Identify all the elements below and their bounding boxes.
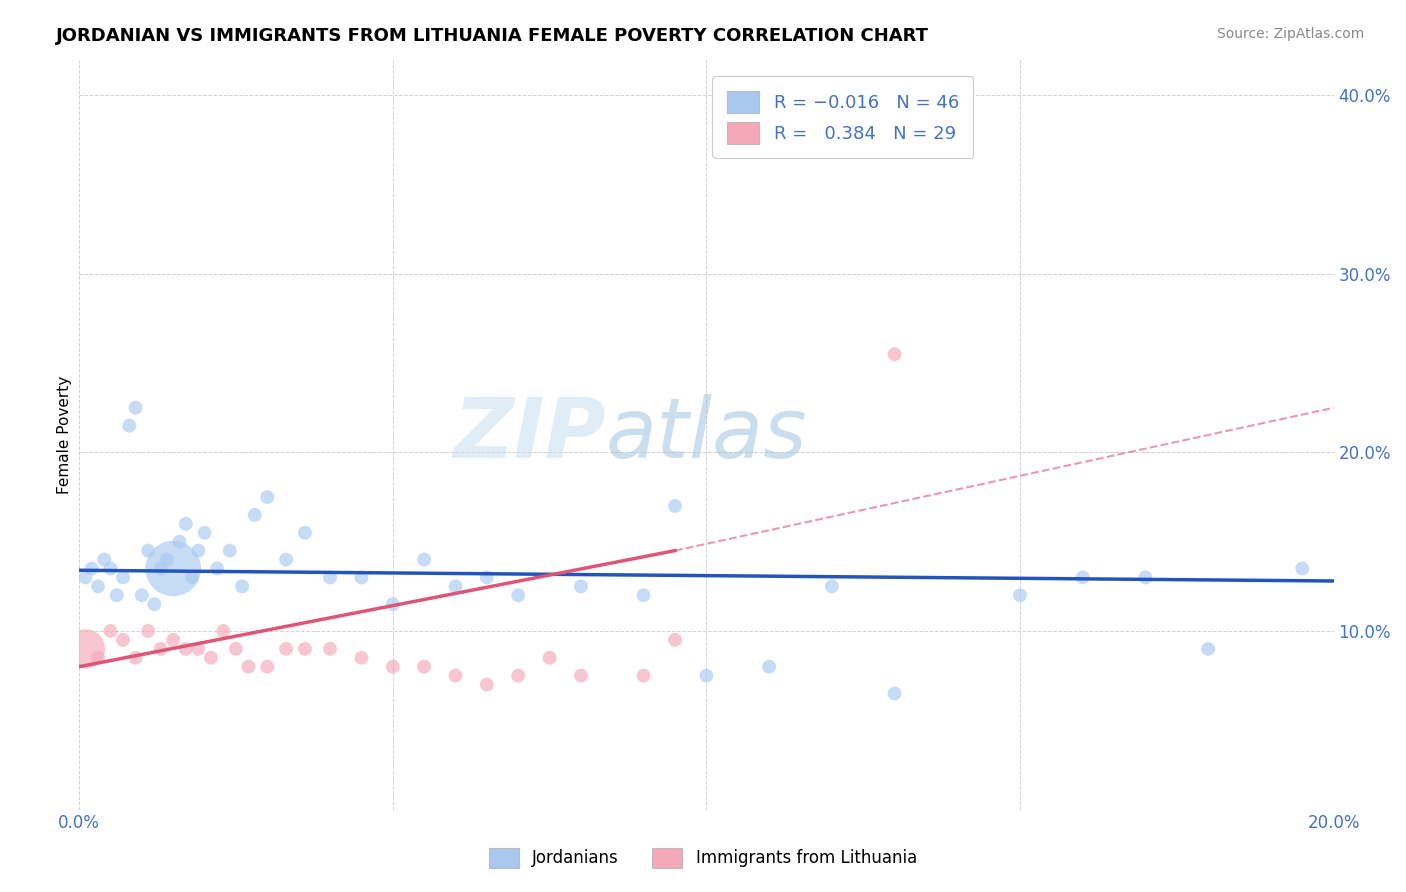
Point	[664, 499, 686, 513]
Point	[294, 525, 316, 540]
Point	[1135, 570, 1157, 584]
Point	[633, 668, 655, 682]
Point	[181, 570, 204, 584]
Text: atlas: atlas	[606, 394, 807, 475]
Point	[149, 641, 172, 656]
Point	[319, 641, 342, 656]
Point	[162, 632, 184, 647]
Point	[212, 624, 235, 638]
Point	[444, 579, 467, 593]
Y-axis label: Female Poverty: Female Poverty	[58, 376, 72, 493]
Point	[294, 641, 316, 656]
Point	[569, 668, 592, 682]
Point	[169, 534, 191, 549]
Point	[821, 579, 844, 593]
Point	[883, 686, 905, 700]
Point	[80, 561, 103, 575]
Point	[156, 552, 179, 566]
Legend: R = −0.016   N = 46, R =   0.384   N = 29: R = −0.016 N = 46, R = 0.384 N = 29	[713, 76, 973, 158]
Text: JORDANIAN VS IMMIGRANTS FROM LITHUANIA FEMALE POVERTY CORRELATION CHART: JORDANIAN VS IMMIGRANTS FROM LITHUANIA F…	[56, 27, 929, 45]
Point	[218, 543, 240, 558]
Point	[205, 561, 228, 575]
Point	[143, 597, 166, 611]
Point	[569, 579, 592, 593]
Point	[136, 624, 159, 638]
Point	[162, 561, 184, 575]
Point	[1008, 588, 1031, 602]
Point	[225, 641, 247, 656]
Point	[256, 490, 278, 504]
Point	[131, 588, 153, 602]
Text: Source: ZipAtlas.com: Source: ZipAtlas.com	[1216, 27, 1364, 41]
Point	[695, 668, 717, 682]
Point	[381, 597, 404, 611]
Point	[231, 579, 253, 593]
Point	[75, 641, 97, 656]
Point	[475, 570, 498, 584]
Point	[381, 659, 404, 673]
Point	[87, 579, 110, 593]
Point	[136, 543, 159, 558]
Point	[75, 570, 97, 584]
Point	[538, 650, 561, 665]
Text: ZIP: ZIP	[453, 394, 606, 475]
Point	[124, 650, 146, 665]
Point	[256, 659, 278, 673]
Point	[274, 552, 297, 566]
Point	[444, 668, 467, 682]
Point	[883, 347, 905, 361]
Point	[105, 588, 128, 602]
Point	[194, 525, 217, 540]
Point	[200, 650, 222, 665]
Point	[350, 650, 373, 665]
Point	[274, 641, 297, 656]
Point	[174, 516, 197, 531]
Legend: Jordanians, Immigrants from Lithuania: Jordanians, Immigrants from Lithuania	[482, 841, 924, 875]
Point	[187, 641, 209, 656]
Point	[100, 561, 122, 575]
Point	[1197, 641, 1219, 656]
Point	[100, 624, 122, 638]
Point	[93, 552, 115, 566]
Point	[118, 418, 141, 433]
Point	[633, 588, 655, 602]
Point	[149, 561, 172, 575]
Point	[243, 508, 266, 522]
Point	[1071, 570, 1094, 584]
Point	[475, 677, 498, 691]
Point	[112, 570, 135, 584]
Point	[758, 659, 780, 673]
Point	[350, 570, 373, 584]
Point	[124, 401, 146, 415]
Point	[174, 641, 197, 656]
Point	[413, 659, 436, 673]
Point	[238, 659, 260, 673]
Point	[508, 668, 530, 682]
Point	[664, 632, 686, 647]
Point	[413, 552, 436, 566]
Point	[1291, 561, 1313, 575]
Point	[319, 570, 342, 584]
Point	[187, 543, 209, 558]
Point	[508, 588, 530, 602]
Point	[87, 650, 110, 665]
Point	[112, 632, 135, 647]
